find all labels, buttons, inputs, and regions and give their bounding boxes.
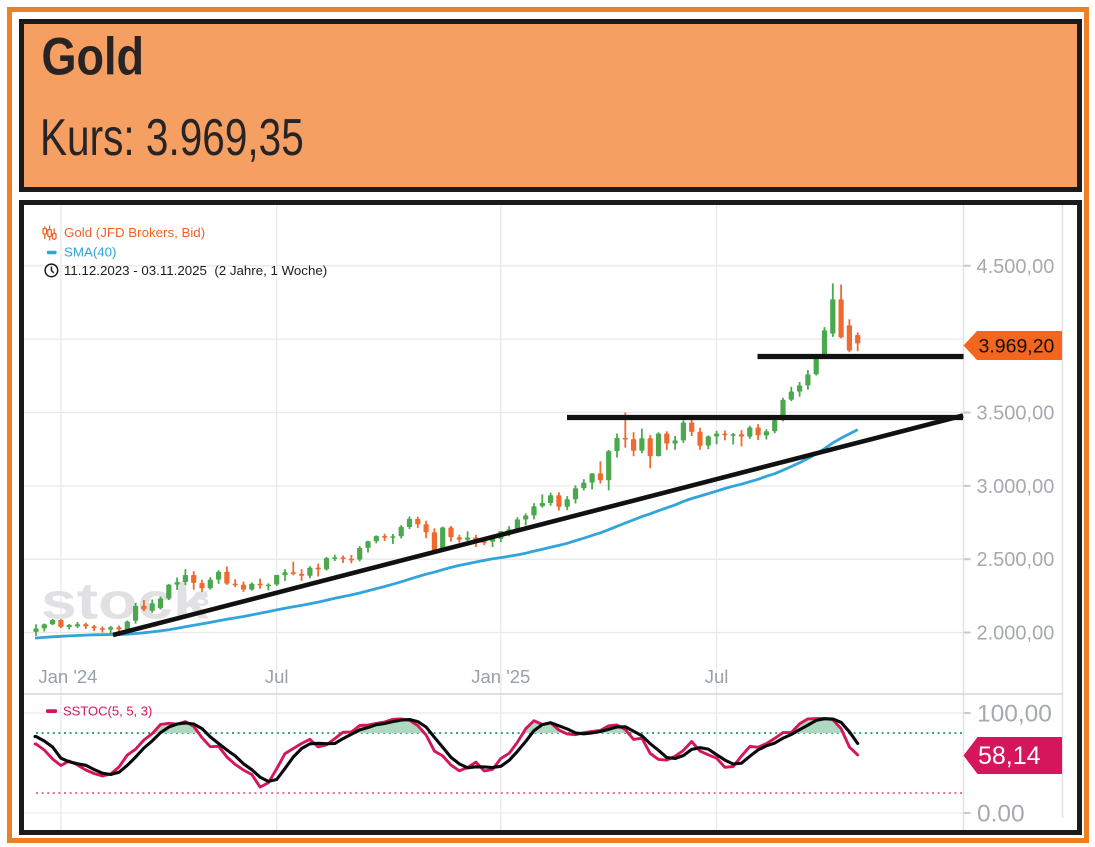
svg-text:100,00: 100,00 — [977, 701, 1052, 728]
svg-text:SMA(40): SMA(40) — [64, 245, 116, 260]
svg-text:0.00: 0.00 — [977, 801, 1025, 828]
svg-text:3.500,00: 3.500,00 — [977, 403, 1055, 425]
svg-text:2.000,00: 2.000,00 — [977, 623, 1055, 645]
svg-text:2.500,00: 2.500,00 — [977, 549, 1055, 571]
svg-text:Gold: Gold — [42, 27, 145, 86]
svg-text:3.000,00: 3.000,00 — [977, 476, 1055, 498]
svg-text:Gold (JFD Brokers, Bid): Gold (JFD Brokers, Bid) — [64, 225, 205, 240]
svg-text:11.12.2023 - 03.11.2025 (2 Ja: 11.12.2023 - 03.11.2025 (2 Jahre, 1 Woch… — [64, 263, 327, 278]
svg-text:3.969,20: 3.969,20 — [979, 336, 1055, 358]
svg-text:Kurs: 3.969,35: Kurs: 3.969,35 — [40, 108, 304, 166]
svg-text:58,14: 58,14 — [978, 742, 1041, 770]
svg-text:3: 3 — [194, 587, 210, 611]
svg-text:SSTOC(5, 5, 3): SSTOC(5, 5, 3) — [63, 704, 152, 719]
svg-text:4.500,00: 4.500,00 — [977, 256, 1055, 278]
svg-text:Jul: Jul — [265, 666, 289, 687]
svg-text:Jan '25: Jan '25 — [471, 666, 530, 687]
svg-text:Jan '24: Jan '24 — [38, 666, 97, 687]
svg-text:Jul: Jul — [705, 666, 729, 687]
svg-text:stock: stock — [41, 573, 210, 630]
